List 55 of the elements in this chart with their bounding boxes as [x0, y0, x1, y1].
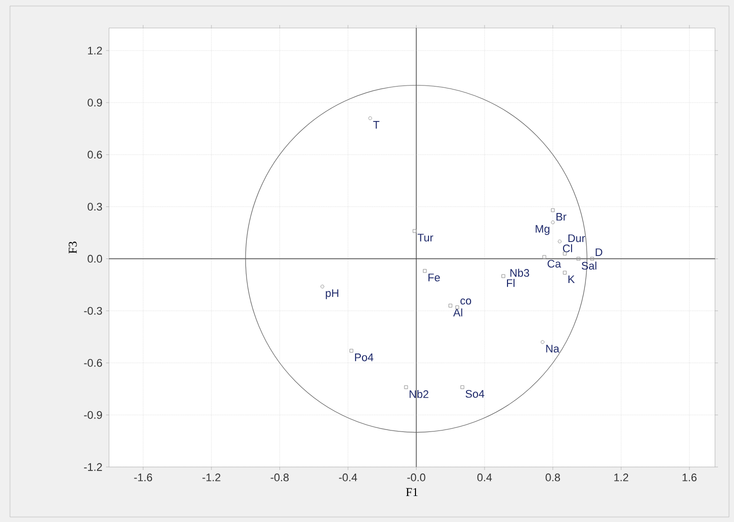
annotation: T [373, 121, 380, 129]
point [550, 220, 555, 224]
y-axis-title: F3 [68, 242, 77, 254]
y-tick-label: 0.3 [88, 202, 102, 211]
point [368, 116, 372, 120]
x-tick-label: 1.2 [614, 474, 628, 482]
point [550, 208, 555, 212]
point [448, 304, 452, 308]
x-tick-label: -0.0 [407, 474, 426, 482]
point [460, 385, 464, 390]
annotation: Fe [428, 274, 440, 282]
point [562, 270, 567, 275]
annotation: Nb3 [510, 268, 530, 277]
y-tick-label: 1.2 [88, 46, 102, 54]
annotation: Na [546, 344, 560, 353]
annotation: So4 [466, 390, 484, 398]
x-tick-label: 0.8 [546, 474, 560, 482]
y-tick-label: 0.6 [88, 150, 102, 159]
y-tick-label: -1.2 [84, 463, 102, 471]
y-tick-label: -0.9 [84, 411, 102, 419]
point [412, 229, 416, 233]
x-tick-label: 1.6 [682, 474, 697, 482]
annotation: Ca [548, 260, 562, 268]
x-axis-title: F1 [406, 488, 418, 496]
annotation: Mg [536, 225, 550, 235]
annotation: D [596, 248, 602, 256]
annotation: Br [556, 213, 566, 221]
annotation: Tur [418, 234, 434, 242]
annotation: Dur [568, 234, 586, 242]
point [350, 348, 354, 353]
y-tick-label: 0.0 [88, 254, 102, 263]
annotation: co [460, 298, 472, 305]
point [540, 340, 544, 344]
point [422, 269, 427, 273]
point [501, 274, 506, 278]
y-tick-label: -0.3 [84, 306, 102, 315]
annotation: K [568, 275, 575, 283]
point [320, 284, 324, 288]
x-tick-label: -0.8 [270, 474, 289, 482]
x-tick-label: -0.4 [339, 474, 358, 482]
x-tick-label: -1.2 [202, 474, 220, 482]
annotation: Po4 [355, 354, 374, 362]
point [542, 255, 546, 259]
point [558, 240, 562, 244]
y-tick-label: 0.9 [88, 98, 102, 106]
annotation: Al [453, 308, 462, 316]
annotation: Cl [562, 244, 572, 252]
annotation: pH [326, 289, 338, 300]
annotation: Fl [506, 278, 514, 287]
x-tick-label: 0.4 [477, 474, 492, 482]
x-tick-label: -1.6 [134, 474, 152, 482]
y-tick-label: -0.6 [84, 359, 102, 367]
point [576, 256, 580, 261]
point [404, 385, 408, 390]
point [590, 256, 594, 261]
